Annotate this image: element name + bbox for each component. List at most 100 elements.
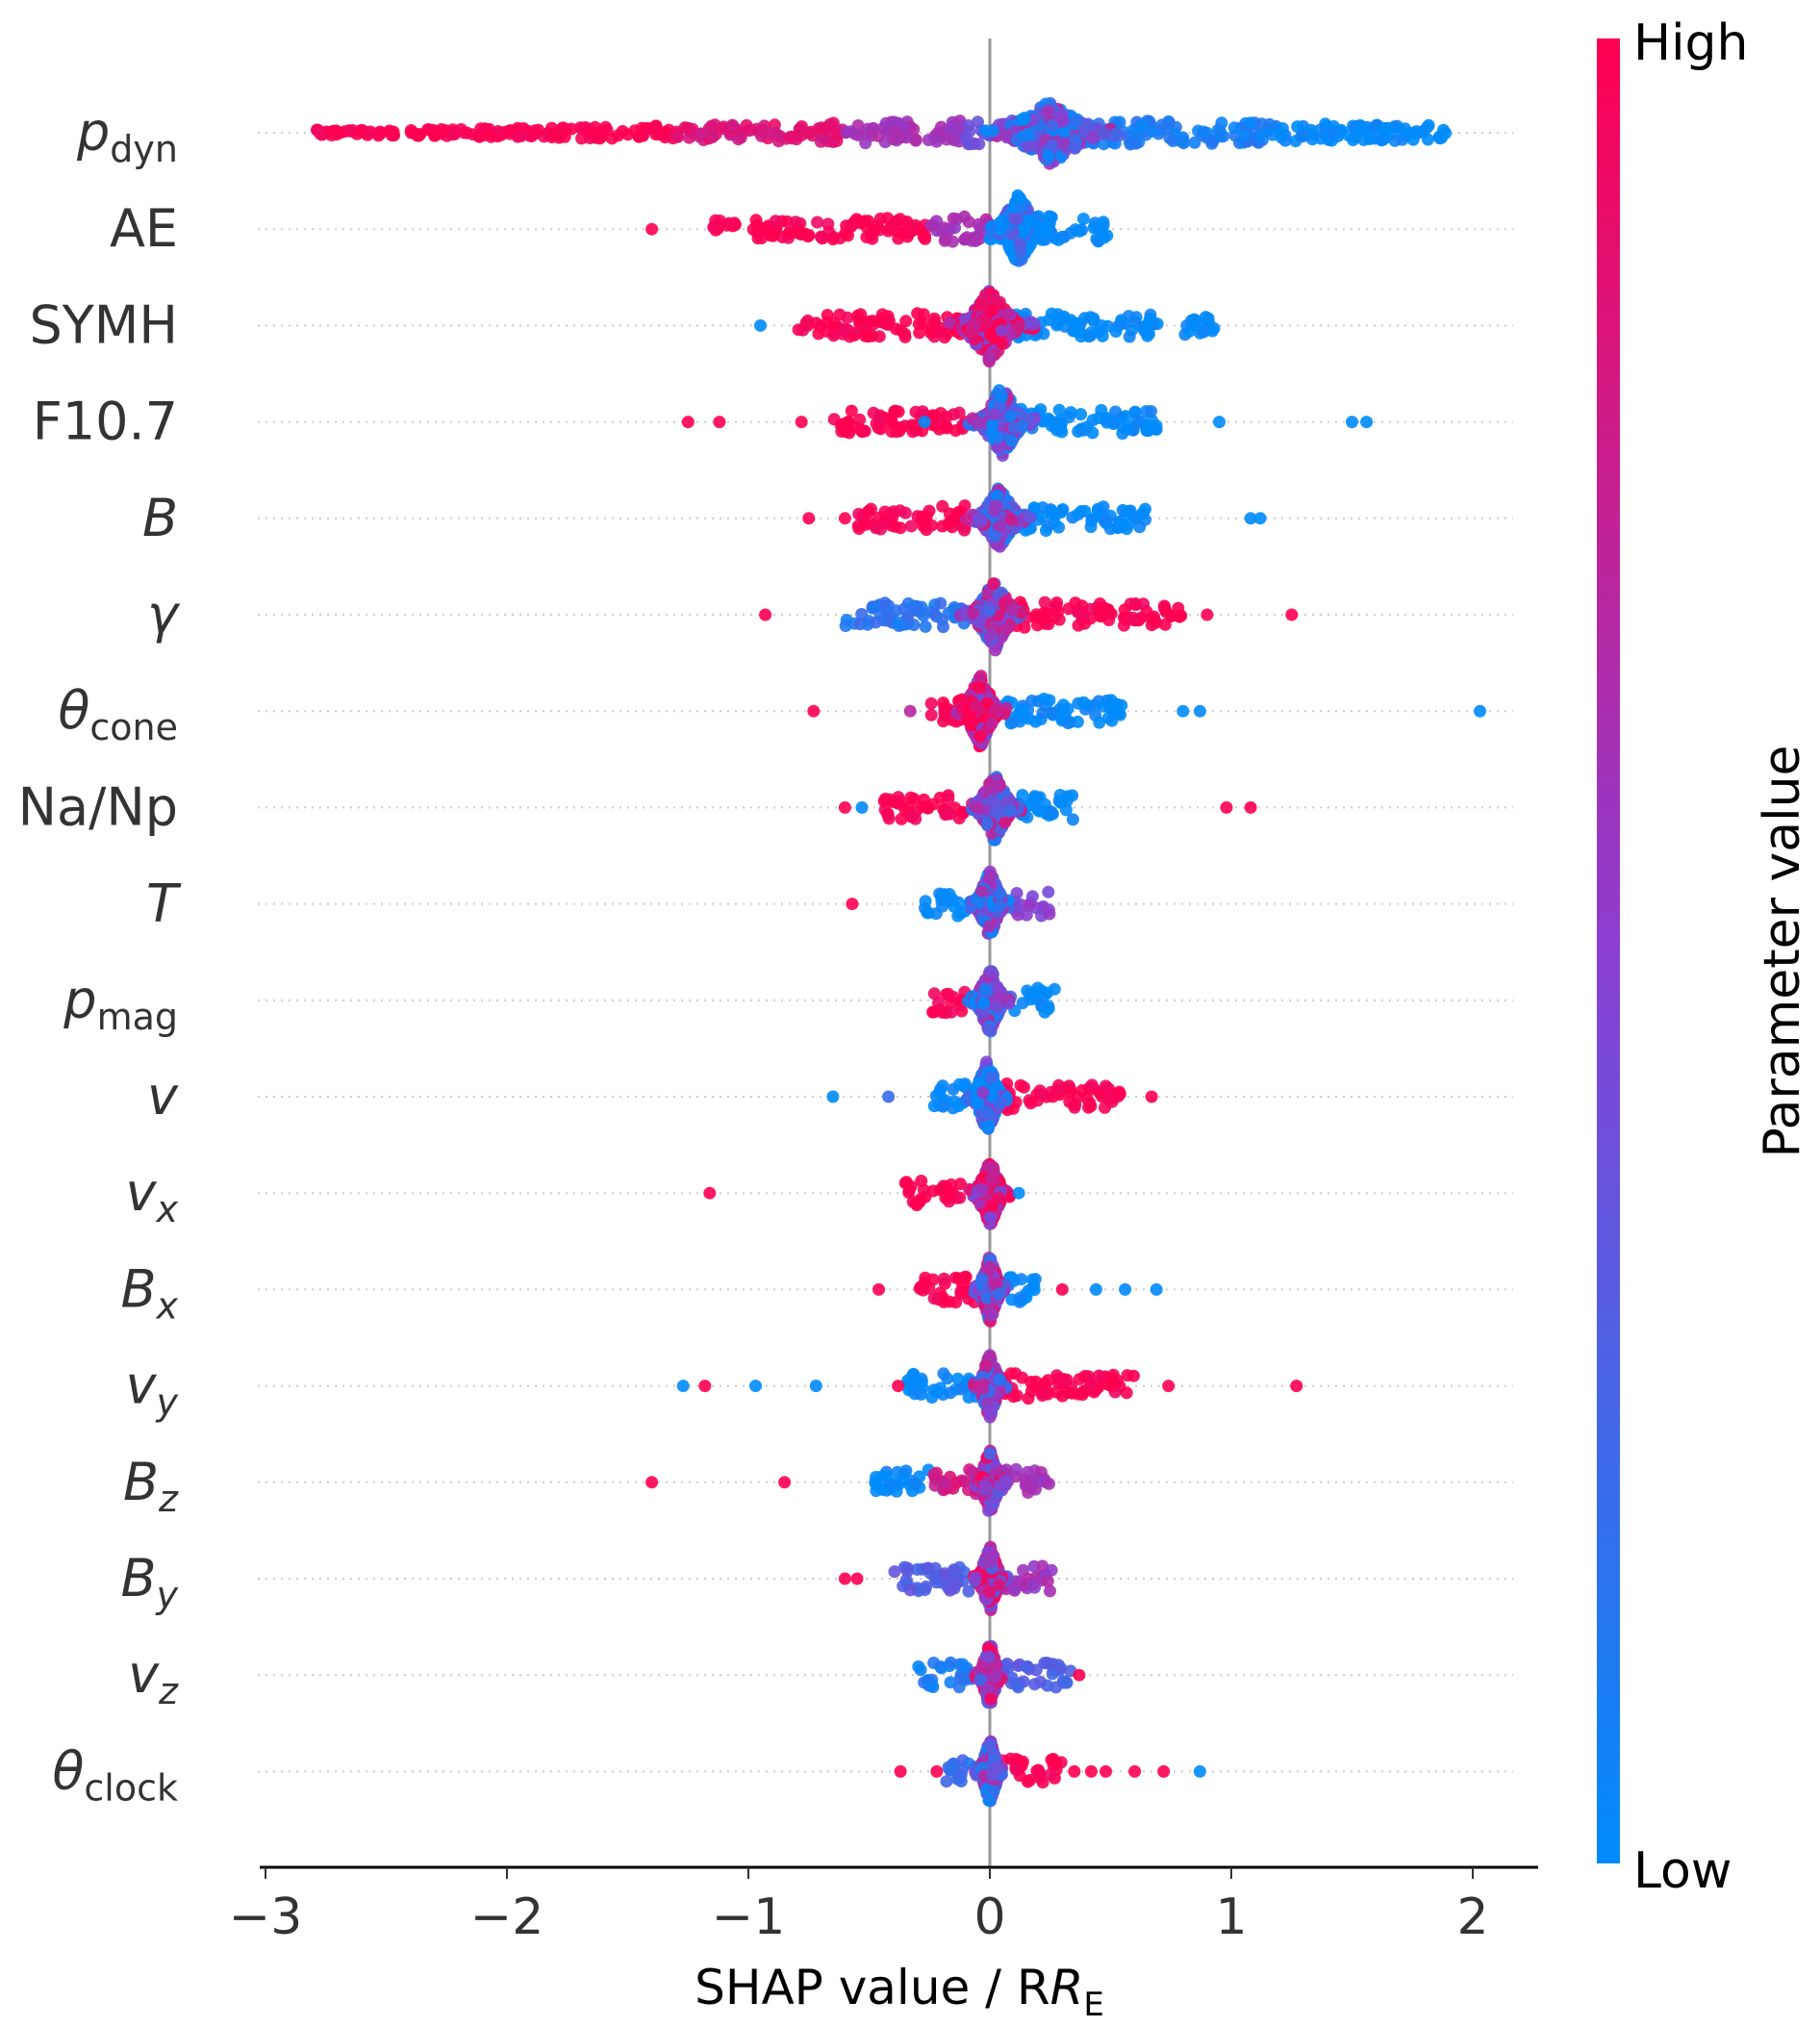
data-point [649,119,663,133]
data-point [1064,314,1077,327]
data-point [1116,427,1129,441]
data-point [1176,704,1190,718]
data-point [1013,1291,1026,1305]
data-point [854,423,868,437]
data-point [926,1005,940,1019]
data-point [1071,605,1084,619]
data-point [1244,800,1257,814]
data-point [1033,791,1047,804]
data-point [703,1186,717,1200]
data-point [882,812,896,825]
data-point [1377,133,1390,146]
data-point [599,120,613,134]
data-point [991,1001,1004,1014]
data-point [938,1272,950,1285]
data-point [1039,612,1052,625]
data-point [882,1090,896,1103]
data-point [1211,123,1225,137]
data-point [909,133,923,146]
data-point [907,793,921,805]
data-point [913,326,926,340]
data-point [920,510,933,523]
data-point [1139,502,1151,516]
data-point [1278,134,1292,147]
data-point [937,697,950,709]
data-point [988,530,1001,544]
data-point [881,318,895,331]
data-point [822,225,836,239]
data-point [862,330,874,343]
data-point [900,215,914,228]
data-point [938,234,951,247]
data-point [993,1097,1006,1110]
data-point [1024,993,1038,1006]
data-point [926,1273,940,1286]
data-point [428,129,442,142]
data-point [905,418,919,432]
data-point [1085,131,1099,144]
data-point [975,1183,989,1197]
data-point [1051,605,1065,619]
data-point [1022,129,1034,142]
data-point [1349,130,1361,143]
data-point [927,607,941,621]
data-point [1012,1186,1025,1200]
data-point [1046,139,1059,152]
data-point [845,404,858,418]
data-point [1173,610,1186,623]
data-point [1176,137,1190,150]
data-point [877,795,891,808]
data-point [949,424,962,437]
data-point [899,315,913,328]
data-point [783,227,796,241]
data-point [532,123,545,137]
data-point [982,873,996,886]
data-point [962,119,975,132]
data-point [1220,800,1233,814]
data-point [1022,139,1035,153]
data-point [1042,104,1055,117]
data-point [898,330,912,343]
data-point [990,779,1003,793]
data-point [995,324,1008,338]
data-point [953,1191,967,1204]
data-point [884,412,897,425]
data-point [1006,603,1020,617]
data-point [1053,789,1067,801]
data-point [1238,130,1251,142]
data-point [947,212,960,225]
data-point [982,1024,996,1036]
data-point [1197,125,1210,139]
data-point [892,232,905,245]
data-point [917,1183,930,1197]
data-point [944,515,957,528]
data-point [930,215,943,228]
data-point [817,123,830,136]
data-point [935,890,948,903]
data-point [980,1104,993,1118]
data-point [892,616,904,629]
data-point [878,596,892,610]
data-point [804,125,818,139]
data-point [1045,307,1058,320]
data-point [841,311,854,324]
data-point [1095,403,1108,417]
data-point [943,317,956,330]
data-point [1077,696,1090,709]
data-point [898,506,912,519]
data-point [940,133,953,146]
data-point [706,130,720,143]
data-point [984,1071,998,1084]
data-point [1071,508,1084,521]
data-point [838,800,851,814]
data-point [683,131,695,144]
data-point [766,127,779,140]
data-point [1244,116,1257,130]
data-point [939,1191,952,1204]
data-point [984,329,998,342]
data-point [1045,805,1058,819]
data-point [873,212,887,225]
data-point [1024,1097,1037,1110]
data-point [964,710,977,723]
